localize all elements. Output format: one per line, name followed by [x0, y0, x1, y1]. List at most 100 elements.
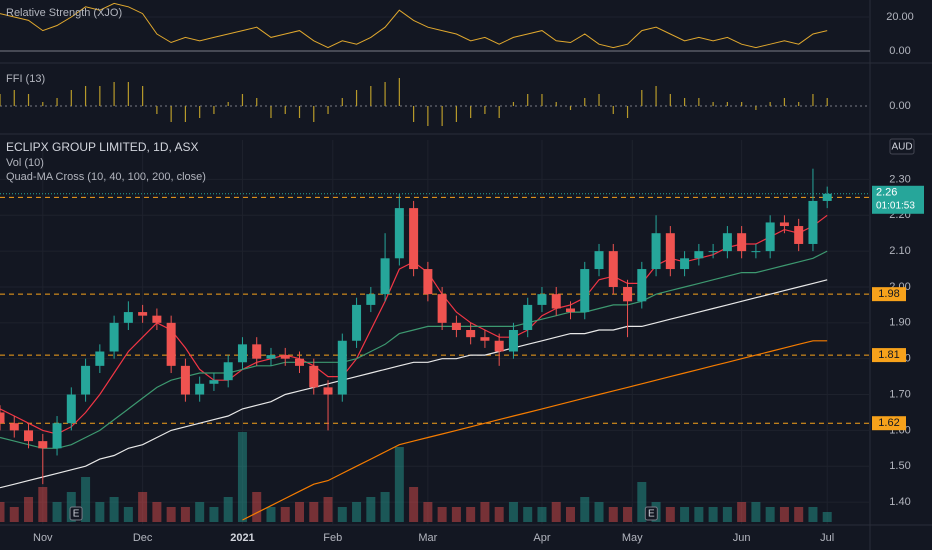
ffi-bar	[413, 106, 415, 122]
candle-body	[352, 304, 362, 341]
volume-bar	[694, 507, 704, 522]
volume-bar	[409, 487, 419, 522]
y-tick-label: 1.40	[889, 496, 910, 508]
legend-entry: Vol (10)	[6, 157, 44, 169]
volume-bar	[779, 507, 789, 522]
x-tick-label: May	[622, 532, 643, 544]
ffi-bar	[741, 102, 743, 106]
ffi-bar	[13, 90, 15, 106]
candle-body	[237, 344, 247, 363]
candle-body	[480, 337, 490, 341]
volume-bar	[252, 492, 262, 522]
ffi-bar	[56, 98, 58, 106]
volume-bar	[508, 502, 518, 522]
candle-body	[694, 251, 704, 259]
ffi-bar	[0, 94, 1, 106]
ffi-bar	[812, 94, 814, 106]
candle-body	[195, 383, 205, 395]
candle-body	[751, 251, 761, 253]
candle-body	[252, 344, 262, 359]
candle-body	[109, 322, 119, 352]
candle-body	[437, 294, 447, 323]
candle-body	[123, 312, 133, 323]
earnings-marker	[69, 506, 83, 521]
candle-body	[808, 200, 818, 244]
candle-body	[580, 269, 590, 313]
ffi-bar	[512, 102, 515, 106]
volume-bar	[537, 507, 547, 522]
plot: 20.000.000.001.401.501.601.701.801.902.0…	[0, 2, 924, 544]
candle-body	[95, 351, 105, 366]
candle-body	[551, 294, 561, 309]
level-label: 1.98	[878, 288, 899, 300]
volume-bar	[494, 507, 504, 522]
candle-body	[623, 286, 633, 302]
ffi-bar	[584, 98, 586, 106]
x-tick-label: Jun	[733, 532, 751, 544]
pane-title: Relative Strength (XJO)	[6, 7, 122, 19]
currency-box	[889, 138, 915, 155]
ffi-bar	[355, 90, 358, 106]
volume-bar	[423, 502, 433, 522]
ffi-bar	[398, 78, 400, 106]
ffi-bar	[541, 94, 543, 106]
ffi-bar	[569, 106, 572, 110]
volume-bar	[223, 497, 233, 522]
candle-body	[822, 193, 832, 201]
ffi-bar	[42, 102, 44, 106]
volume-bar	[237, 432, 247, 522]
y-tick-label: 2.10	[889, 245, 910, 257]
volume-bar	[295, 502, 305, 522]
moving-average	[242, 340, 828, 521]
legend-entry: Quad-MA Cross (10, 40, 100, 200, close)	[6, 171, 206, 183]
y-tick-label: 20.00	[886, 11, 914, 23]
chart-title: ECLIPX GROUP LIMITED, 1D, ASX	[6, 140, 199, 154]
ffi-bar	[284, 106, 286, 114]
candle-body	[765, 222, 775, 252]
candle-body	[166, 322, 176, 366]
volume-bar	[366, 497, 376, 522]
candle-body	[266, 355, 276, 359]
level-label: 1.81	[878, 349, 899, 361]
ffi-bar	[427, 106, 429, 126]
candle-body	[594, 251, 604, 270]
level-label-box	[872, 348, 906, 363]
ffi-bar	[213, 106, 215, 114]
x-tick-label: Dec	[133, 532, 153, 544]
candle-body	[409, 208, 419, 270]
volume-bar	[565, 507, 575, 522]
ffi-bar	[27, 94, 30, 106]
candle-body	[0, 412, 5, 424]
ffi-bar	[712, 102, 714, 106]
ffi-bar	[84, 86, 87, 106]
ffi-bar	[698, 98, 700, 106]
candle-body	[794, 226, 804, 244]
ffi-bar	[455, 106, 457, 122]
volume-bar	[38, 487, 48, 522]
volume-bar	[765, 507, 775, 522]
ffi-bar	[184, 106, 187, 122]
y-tick-label: 0.00	[889, 100, 910, 112]
ffi-bar	[113, 82, 115, 106]
x-tick-label: 2021	[230, 532, 254, 544]
x-tick-label: Nov	[33, 532, 53, 544]
last-price-box	[872, 185, 924, 214]
volume-bar	[180, 507, 190, 522]
ffi-bar	[669, 94, 671, 106]
y-tick-label: 0.00	[889, 45, 910, 57]
volume-bar	[708, 507, 718, 522]
ffi-bar	[755, 106, 757, 110]
candle-body	[223, 362, 233, 381]
candle-body	[451, 322, 461, 330]
ffi-bar	[199, 106, 201, 118]
volume-bar	[123, 507, 133, 522]
ffi-bar	[127, 82, 129, 106]
volume-bar	[623, 507, 633, 522]
candle-body	[295, 358, 305, 366]
candle-body	[423, 269, 433, 295]
ffi-bar	[641, 90, 643, 106]
volume-bar	[337, 507, 347, 522]
volume-bar	[166, 507, 176, 522]
last-price-label: 2.26	[876, 187, 897, 199]
